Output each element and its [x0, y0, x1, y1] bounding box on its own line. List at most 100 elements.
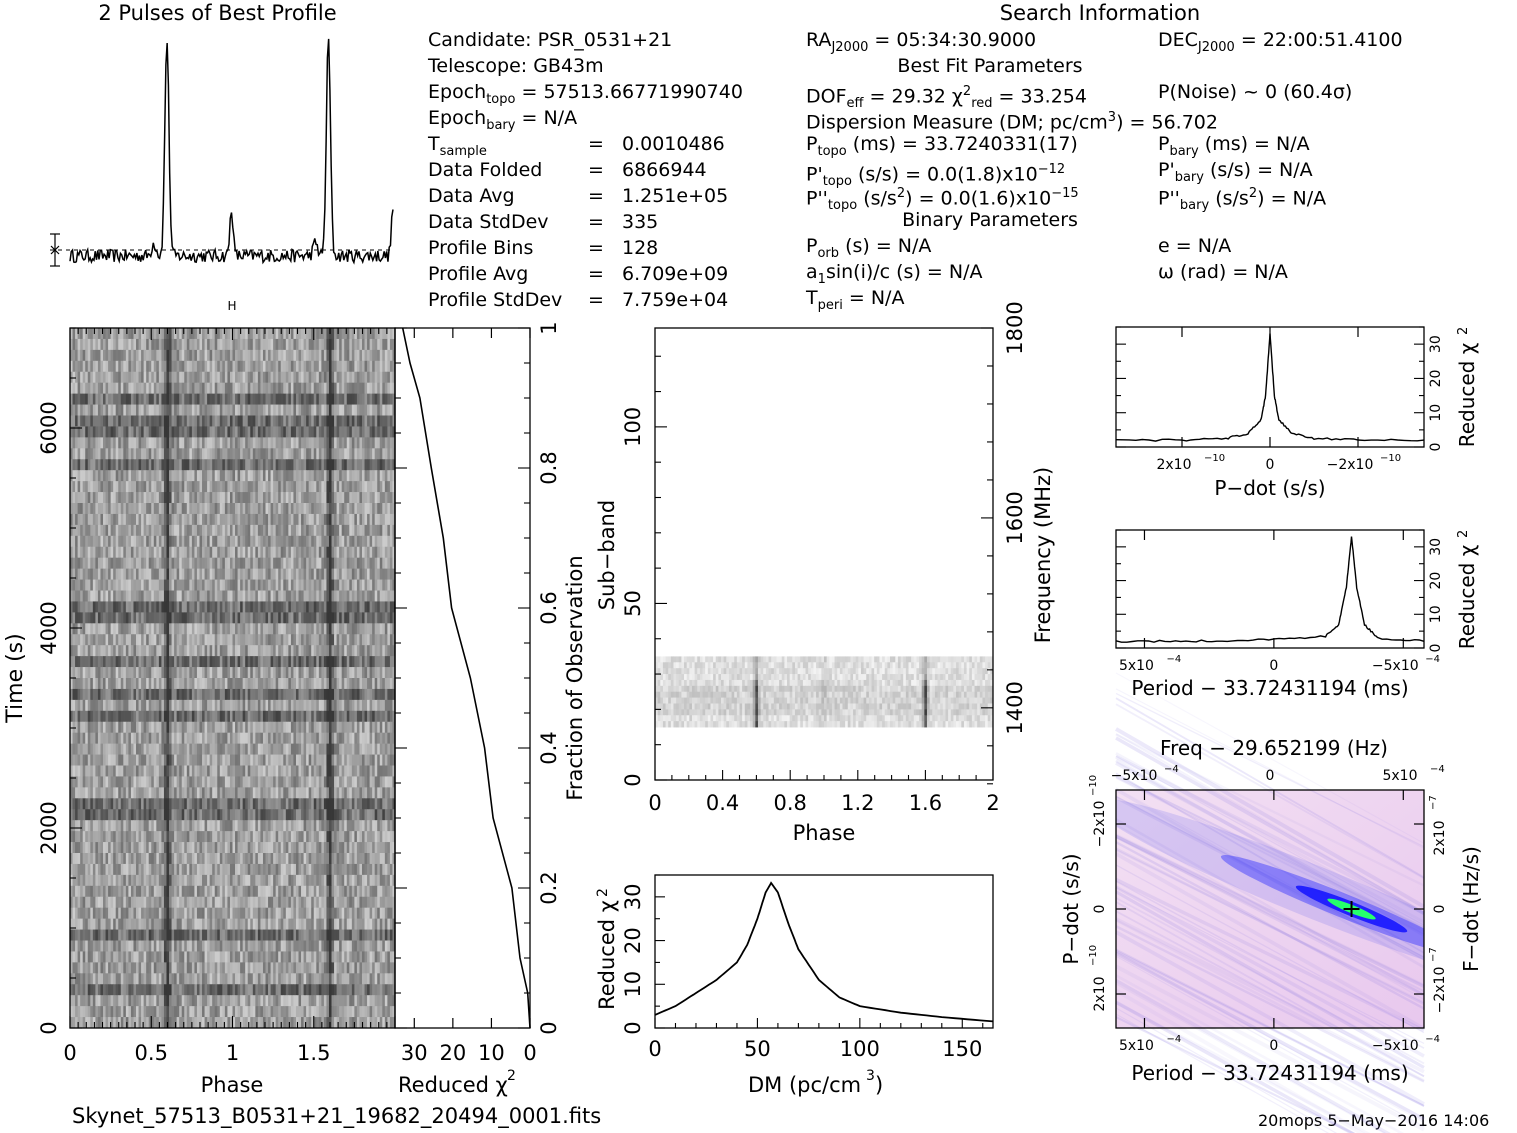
heat-cell [311, 645, 315, 657]
heat-cell [387, 393, 391, 405]
heat-cell [133, 415, 137, 427]
heat-cell [260, 568, 264, 580]
heat-cell [156, 732, 160, 745]
heat-cell [359, 623, 363, 635]
heat-cell [75, 579, 79, 591]
heat-cell [191, 612, 195, 624]
heat-cell [204, 415, 208, 427]
heat-cell [328, 732, 332, 745]
heat-cell [146, 338, 150, 351]
heat-cell [369, 459, 373, 471]
heat-cell [306, 688, 310, 701]
heat-cell [115, 371, 119, 384]
heat-cell [161, 448, 165, 460]
heat-cell [303, 415, 307, 427]
heat-cell [382, 546, 386, 559]
heat-cell [382, 623, 386, 635]
heat-cell [163, 667, 167, 679]
heat-cell [334, 557, 337, 570]
heat-cell [275, 448, 279, 460]
heat-cell [265, 612, 269, 624]
heat-cell [217, 568, 221, 580]
heat-cell [321, 678, 325, 690]
heat-cell [242, 328, 246, 340]
heat-cell [95, 634, 99, 646]
heat-cell [257, 404, 261, 416]
heat-cell [186, 338, 190, 351]
heat-cell [115, 513, 119, 526]
heat-cell [232, 634, 236, 646]
heat-cell [313, 459, 317, 471]
heat-cell [103, 448, 106, 460]
heat-cell [354, 382, 358, 395]
heat-cell [130, 579, 134, 591]
heat-cell [295, 448, 299, 460]
heat-cell [237, 503, 241, 515]
heat-cell [268, 371, 271, 384]
heat-cell [209, 328, 213, 340]
heat-cell [108, 699, 112, 712]
heat-cell [369, 535, 373, 548]
heat-cell [156, 437, 160, 449]
a1sini-line: a1sin(i)/c (s) = N/A [806, 261, 983, 287]
heat-cell [82, 513, 86, 526]
heat-cell [257, 732, 261, 745]
heat-cell [257, 656, 261, 668]
heat-cell [311, 678, 315, 690]
heat-cell [255, 634, 259, 646]
heat-cell [341, 557, 345, 570]
heat-cell [280, 503, 284, 515]
heat-cell [235, 393, 238, 405]
heat-cell [354, 579, 358, 591]
heat-cell [382, 437, 386, 449]
heat-cell [75, 349, 79, 362]
profile-trace [69, 38, 394, 265]
heat-cell [361, 721, 365, 734]
heat-cell [209, 699, 213, 712]
heat-cell [156, 415, 160, 427]
heat-cell [125, 382, 129, 395]
heat-cell [110, 546, 114, 559]
heat-cell [361, 699, 365, 712]
heat-cell [250, 338, 254, 351]
heat-cell [255, 371, 259, 384]
heat-cell [349, 371, 353, 384]
heat-cell [301, 699, 304, 712]
p-topo-line: Ptopo (ms) = 33.7240331(17) [806, 133, 1078, 159]
heat-cell [379, 492, 383, 504]
heat-cell [318, 678, 322, 690]
heat-cell [202, 426, 205, 438]
heat-cell [308, 623, 312, 635]
heat-cell [285, 404, 289, 416]
heat-cell [389, 645, 393, 657]
heat-cell [171, 481, 175, 493]
heat-cell [374, 448, 378, 460]
heat-cell [196, 688, 200, 701]
heat-cell [331, 481, 335, 493]
heat-cell [174, 568, 178, 580]
heat-cell [115, 743, 119, 755]
heat-cell [275, 492, 279, 504]
heat-cell [85, 481, 89, 493]
heat-cell [141, 426, 145, 438]
heat-cell [392, 590, 396, 602]
heat-cell [351, 699, 355, 712]
heat-cell [293, 349, 297, 362]
heat-cell [189, 415, 193, 427]
heat-cell [278, 634, 282, 646]
heat-cell [204, 524, 208, 537]
heat-cell [95, 732, 99, 745]
heat-cell [270, 656, 274, 668]
heat-cell [77, 743, 81, 755]
heat-cell [204, 371, 208, 384]
heat-cell [311, 524, 315, 537]
heat-cell [372, 492, 376, 504]
heat-cell [146, 404, 150, 416]
heat-cell [235, 645, 238, 657]
heat-cell [384, 721, 388, 734]
heat-cell [191, 656, 195, 668]
heat-cell [184, 557, 188, 570]
heat-cell [369, 382, 373, 395]
heat-cell [364, 349, 368, 362]
heat-cell [148, 382, 152, 395]
